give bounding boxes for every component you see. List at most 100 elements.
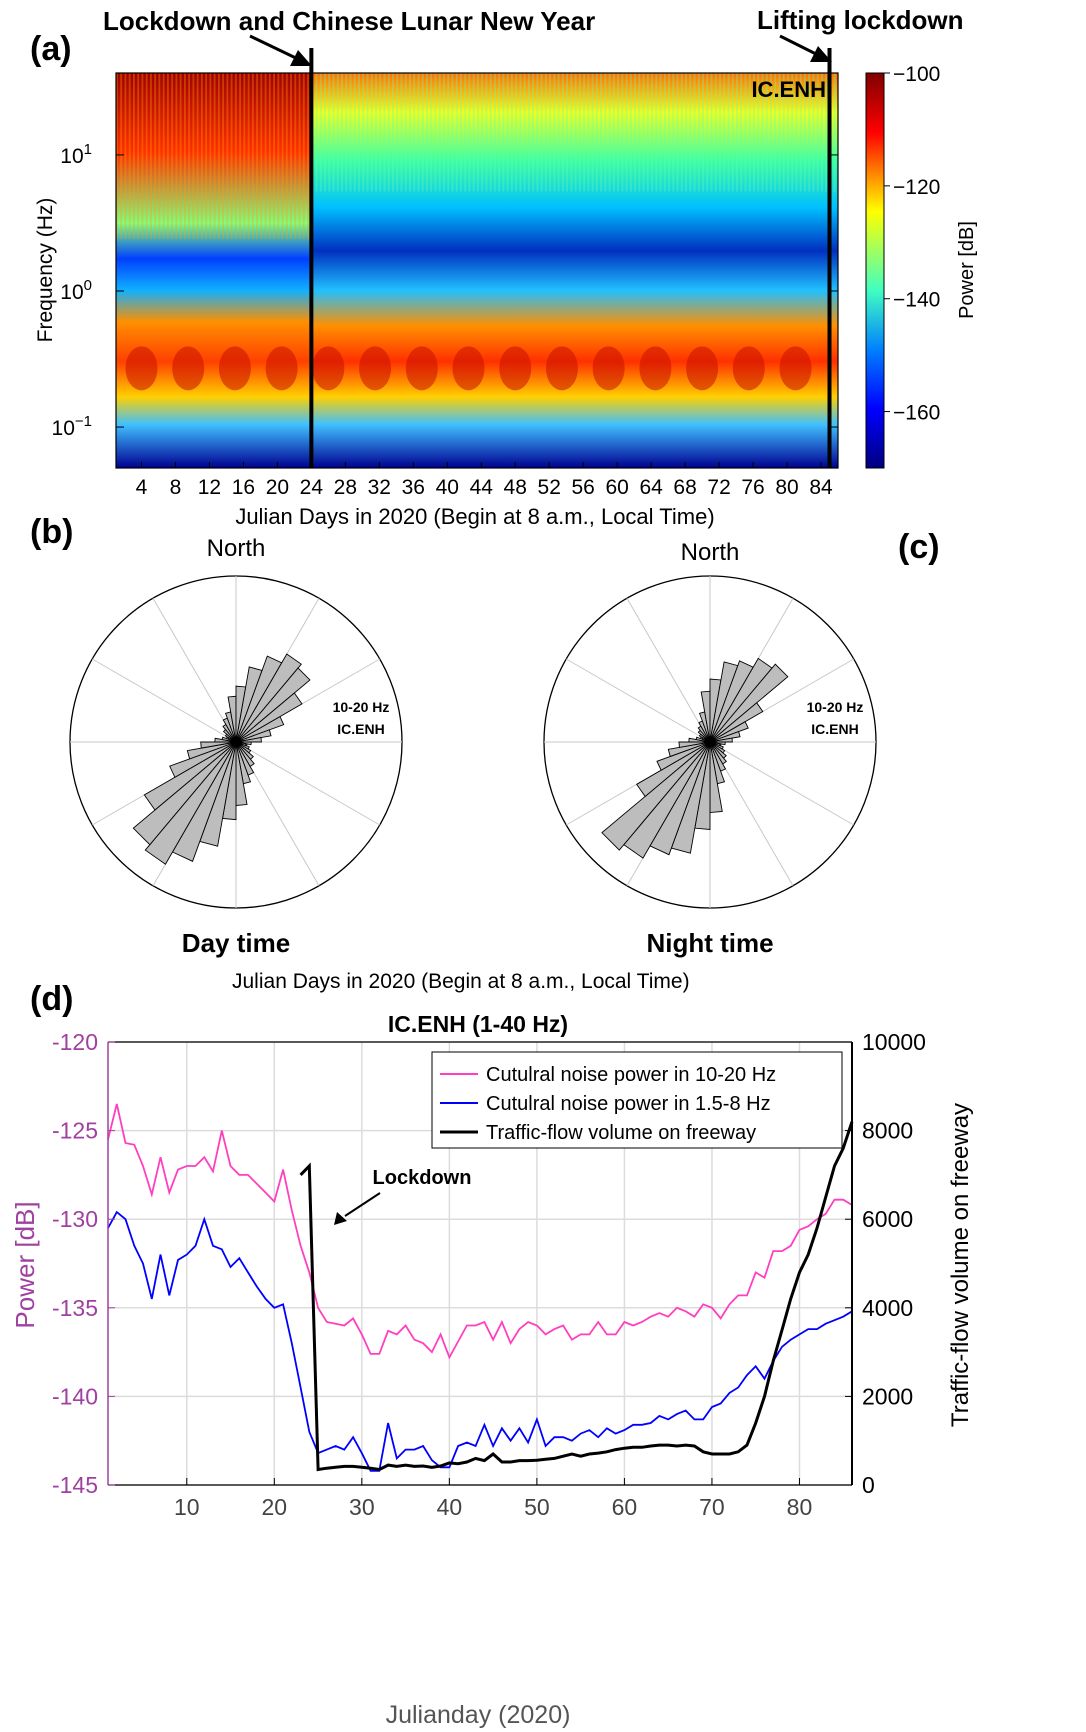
rose-station-label: IC.ENH (811, 721, 858, 737)
spectrogram-plot-area (116, 48, 838, 468)
y-tick-label-right: 2000 (862, 1383, 913, 1409)
legend-entry: Cutulral noise power in 10-20 Hz (486, 1064, 776, 1086)
microseism-patch (405, 346, 438, 391)
spectrogram-stripe (553, 73, 556, 192)
spectrogram-stripe (383, 73, 386, 192)
y-tick-label-right: 0 (862, 1472, 875, 1498)
x-tick-label: 50 (524, 1494, 550, 1520)
lockdown-arrow (249, 34, 301, 62)
spectrogram-stripe (719, 73, 721, 192)
y-tick-label-right: 4000 (862, 1295, 913, 1321)
x-tick-label: 60 (605, 476, 628, 499)
spectrogram-stripe (748, 73, 751, 192)
spectrogram-stripe (485, 73, 488, 192)
spectrogram-stripe (468, 73, 471, 192)
colorbar-ticks: −100 −120 −140 −160 (884, 63, 940, 425)
spectrogram-stripe (753, 73, 755, 192)
microseism-patch (125, 346, 158, 391)
station-label-a: IC.ENH (751, 77, 826, 102)
x-tick-label: 60 (612, 1494, 638, 1520)
spectrogram-stripe (689, 73, 692, 192)
spectrogram-stripe (638, 73, 641, 192)
spectrogram-pre-lockdown (116, 73, 312, 468)
annotation-lockdown: Lockdown (373, 1167, 472, 1189)
spectrogram-stripe (812, 73, 815, 192)
spectrogram-stripe (141, 73, 144, 239)
spectrogram-stripe (787, 73, 789, 192)
y-tick-label-right: 8000 (862, 1118, 913, 1144)
spectrogram-stripe (302, 73, 305, 239)
spectrogram-stripe (481, 73, 484, 192)
spectrogram-axes: 4 8 12 16 20 24 28 32 36 40 44 48 52 56 60 64 68 72 76 80 84… (52, 72, 839, 499)
y-tick-label-right: 10000 (862, 1029, 926, 1055)
x-tick-label: 4 (136, 476, 148, 499)
spectrogram-stripe (243, 73, 246, 239)
legend-box (431, 1051, 843, 1149)
spectrogram-stripe (188, 73, 191, 239)
spectrogram-stripe (341, 73, 343, 192)
spectrogram-stripe (778, 73, 781, 192)
spectrogram-stripe (634, 73, 637, 192)
spectrogram-stripe (277, 73, 280, 239)
spectrogram-chart: 4 8 12 16 20 24 28 32 36 40 44 48 52 56 60 64 68 72 76 80 84… (34, 34, 978, 529)
spectrogram-stripe (540, 73, 543, 192)
spectrogram-stripe (527, 73, 530, 192)
y-tick-label: -120 (52, 1029, 98, 1055)
spectrogram-xlabel: Julian Days in 2020 (Begin at 8 a.m., Lo… (235, 504, 714, 529)
spectrogram-stripe (498, 73, 501, 192)
spectrogram-stripe (217, 73, 220, 239)
spectrogram-stripe (400, 73, 403, 192)
spectrogram-stripe (612, 73, 615, 192)
microseism-patch (686, 346, 719, 391)
rose-spoke (565, 658, 711, 743)
spectrogram-stripe (213, 73, 216, 239)
spectrogram-stripe (723, 73, 726, 192)
timeseries-title: IC.ENH (1-40 Hz) (388, 1011, 568, 1037)
spectrogram-stripe (536, 73, 539, 192)
spectrogram-stripe (268, 73, 271, 239)
colorbar-tick-label: −140 (893, 289, 940, 312)
rose-petals (601, 657, 789, 859)
x-tick-label: 8 (170, 476, 182, 499)
spectrogram-stripe (234, 73, 237, 239)
timeseries-above-label: Julian Days in 2020 (Begin at 8 a.m., Lo… (232, 970, 690, 993)
spectrogram-stripe (472, 73, 475, 192)
x-tick-label: 20 (262, 1494, 288, 1520)
spectrogram-stripe (256, 73, 259, 239)
microseism-patch (732, 346, 765, 391)
microseism-patch (359, 346, 392, 391)
spectrogram-stripe (685, 73, 687, 192)
spectrogram-stripe (116, 73, 118, 239)
spectrogram-stripe (714, 73, 717, 192)
rose-spoke (626, 597, 711, 743)
spectrogram-stripe (804, 73, 806, 192)
spectrogram-stripe (549, 73, 552, 192)
y-tick-label: -135 (52, 1295, 98, 1321)
x-tick-label: 80 (775, 476, 798, 499)
x-tick-label: 40 (436, 476, 459, 499)
series-line (107, 1210, 853, 1472)
panel-label-d: (d) (30, 980, 74, 1018)
spectrogram-stripe (154, 73, 157, 239)
x-tick-label: 10 (174, 1494, 200, 1520)
spectrogram-stripe (328, 73, 331, 192)
x-tick-label: 76 (741, 476, 764, 499)
spectrogram-stripe (375, 73, 377, 192)
spectrogram-stripe (731, 73, 734, 192)
y-tick-label: -145 (52, 1472, 98, 1498)
x-tick-label: 56 (571, 476, 594, 499)
spectrogram-stripe (676, 73, 679, 192)
spectrogram-stripe (315, 73, 318, 192)
spectrogram-stripe (600, 73, 603, 192)
rose-spoke (709, 741, 855, 826)
microseism-patch (265, 346, 298, 391)
spectrogram-stripe (808, 73, 811, 192)
spectrogram-stripe (574, 73, 577, 192)
spectrogram-stripe (578, 73, 581, 192)
spectrogram-stripe (493, 73, 496, 192)
spectrogram-stripe (247, 73, 250, 239)
spectrogram-stripe (285, 73, 288, 239)
spectrogram-stripe (799, 73, 802, 192)
y-tick-label: 101 (60, 141, 92, 168)
spectrogram-stripe (298, 73, 301, 239)
